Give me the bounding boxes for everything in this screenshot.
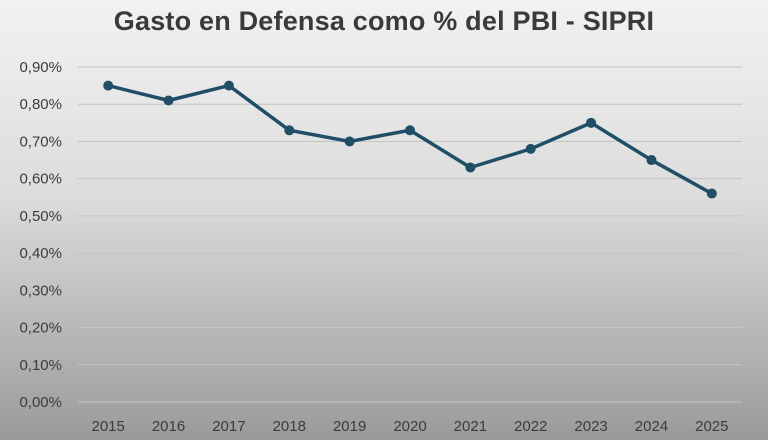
x-tick-label: 2023: [574, 418, 607, 435]
data-point: [405, 125, 415, 136]
data-point: [706, 188, 717, 199]
data-point: [103, 80, 114, 91]
data-point: [163, 95, 174, 106]
y-tick-label: 0,90%: [19, 59, 62, 76]
x-tick-label: 2020: [393, 418, 426, 435]
chart-title: Gasto en Defensa como % del PBI - SIPRI: [113, 6, 655, 36]
data-point: [223, 80, 234, 91]
x-tick-label: 2018: [273, 418, 306, 435]
x-tick-label: 2021: [454, 418, 487, 435]
data-point: [284, 125, 295, 136]
series-line-path: [106, 83, 714, 196]
y-tick-label: 0,30%: [19, 282, 62, 299]
series-points: [103, 80, 717, 199]
gridlines: [78, 66, 742, 403]
data-point: [646, 155, 657, 166]
series-line: [106, 83, 714, 196]
x-tick-label: 2025: [695, 418, 728, 435]
y-axis-tick-labels: 0,00% 0,10% 0,20% 0,30% 0,40% 0,50% 0,60% 0,70%…: [19, 59, 62, 411]
y-tick-label: 0,20%: [19, 320, 62, 337]
y-tick-label: 0,50%: [19, 208, 62, 225]
y-tick-label: 0,40%: [19, 245, 62, 262]
data-point: [344, 136, 355, 147]
x-tick-label: 2017: [212, 418, 245, 435]
data-point: [525, 143, 536, 154]
y-tick-label: 0,70%: [19, 133, 62, 150]
x-axis-tick-labels: 2015 2016 2017 2018 2019 2020 2021 2022 2023 2024…: [91, 418, 728, 435]
x-tick-label: 2016: [152, 418, 185, 435]
data-point: [465, 162, 476, 173]
y-tick-label: 0,10%: [19, 357, 62, 374]
x-tick-label: 2015: [91, 418, 124, 435]
y-tick-label: 0,60%: [19, 171, 62, 188]
x-tick-label: 2024: [635, 418, 668, 435]
x-tick-label: 2019: [333, 418, 366, 435]
y-tick-label: 0,00%: [19, 394, 62, 411]
y-tick-label: 0,80%: [19, 96, 62, 113]
data-point: [586, 117, 597, 128]
x-tick-label: 2022: [514, 418, 547, 435]
